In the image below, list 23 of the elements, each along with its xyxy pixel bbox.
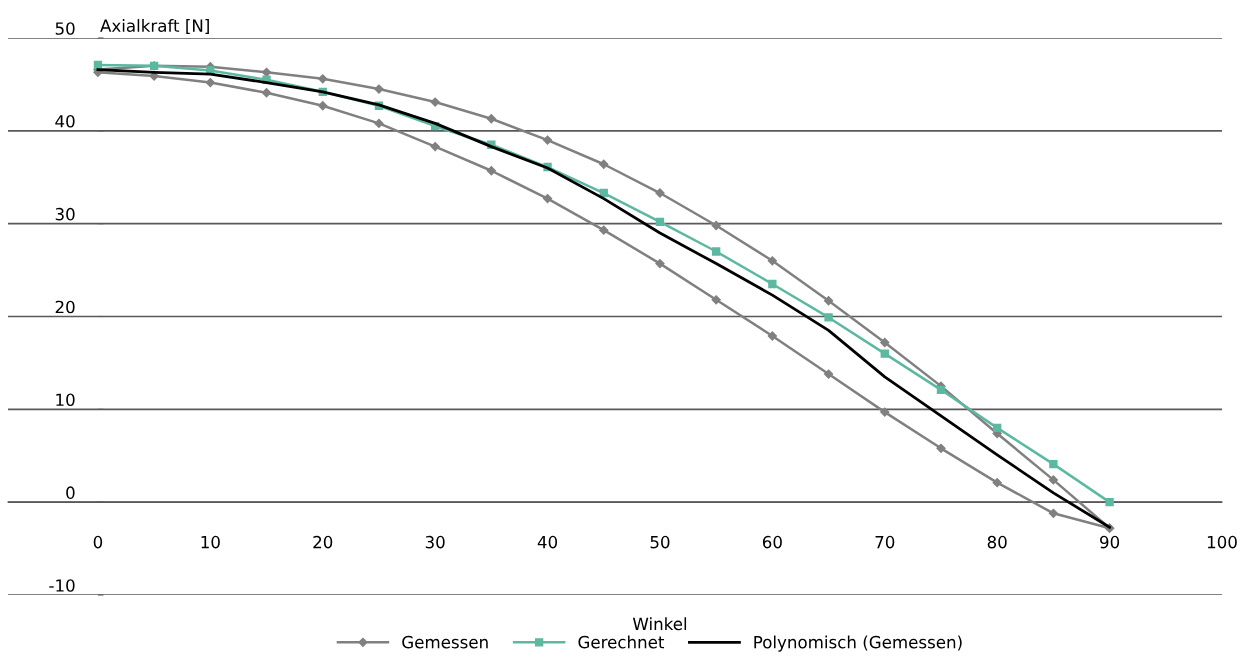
x-tick-label: 20 <box>313 535 333 549</box>
x-tick-label: 10 <box>201 535 220 549</box>
y-axis-title: Axialkraft [N] <box>100 19 209 34</box>
y-tick-label: 0 <box>66 486 75 499</box>
legend-label: Polynomisch (Gemessen) <box>754 635 962 652</box>
y-tick-label: 30 <box>55 207 75 221</box>
x-tick-label: 0 <box>93 535 103 549</box>
x-tick-label: 40 <box>537 535 558 549</box>
x-axis-title: Winkel <box>632 617 687 631</box>
x-tick-label: 90 <box>1100 535 1120 549</box>
x-tick-label: 60 <box>762 535 782 549</box>
y-tick-label: 50 <box>55 22 75 35</box>
x-tick-label: 50 <box>650 535 670 549</box>
legend-label: Gemessen <box>402 635 488 649</box>
y-tick-label: -10 <box>49 579 75 592</box>
legend-label: Gerechnet <box>578 635 665 649</box>
x-tick-label: 30 <box>425 535 445 549</box>
x-tick-label: 70 <box>875 535 895 549</box>
y-tick-label: 40 <box>55 115 75 128</box>
x-tick-label: 100 <box>1207 535 1237 549</box>
y-tick-label: 20 <box>55 300 75 314</box>
y-tick-label: 10 <box>56 393 75 407</box>
x-tick-label: 80 <box>987 535 1007 549</box>
